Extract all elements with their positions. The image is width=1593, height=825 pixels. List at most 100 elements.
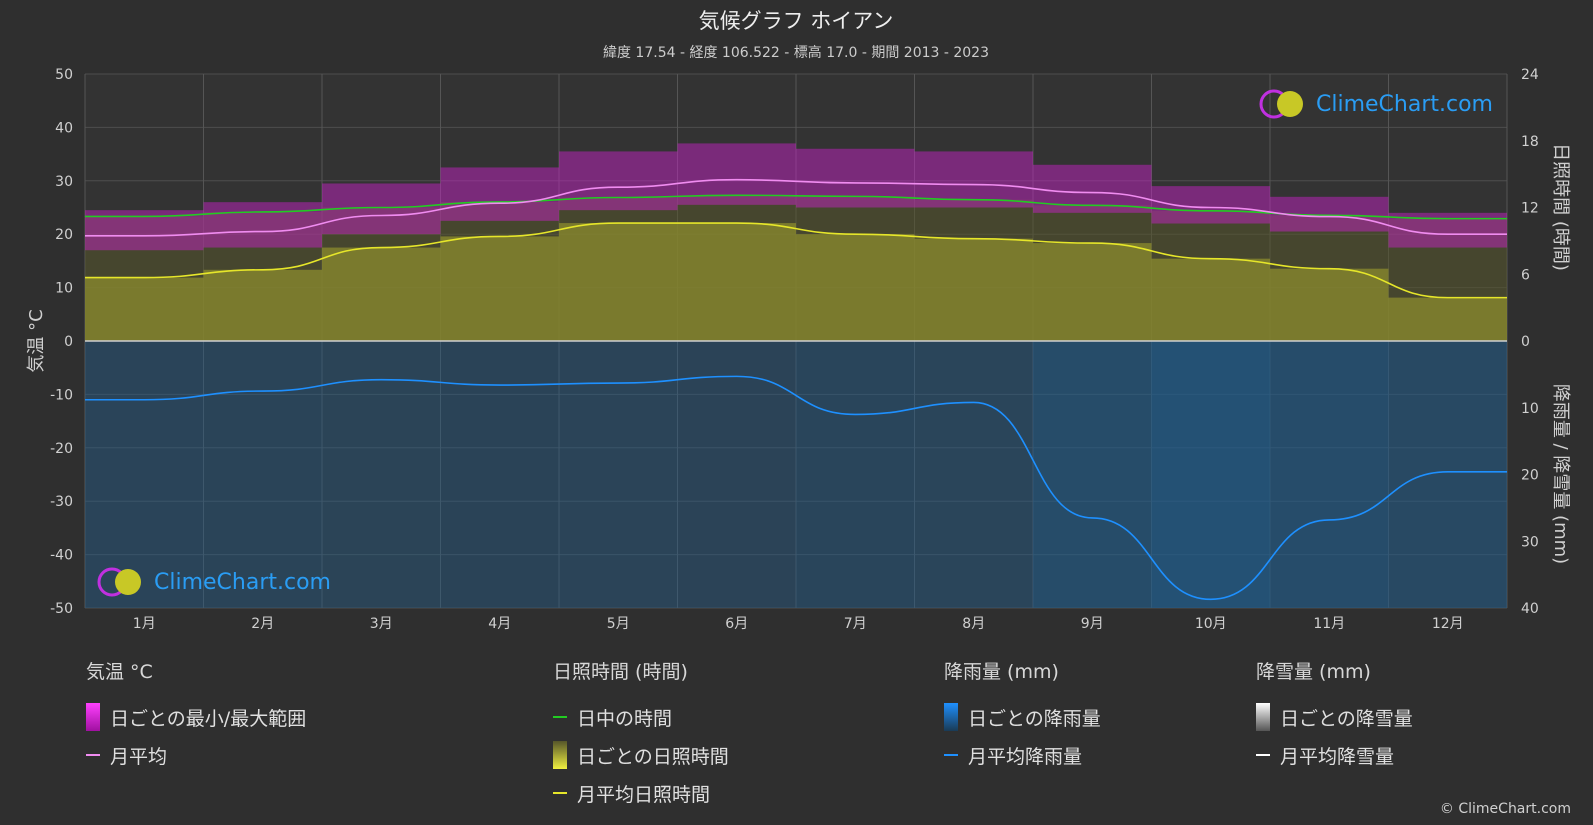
daylight-swatch [553, 716, 567, 718]
temp-tick-label: -50 [50, 601, 73, 617]
rain-bar [440, 341, 559, 608]
rain-bar [1388, 341, 1507, 608]
month-tick-label: 2月 [251, 616, 274, 632]
rain-bar [1151, 341, 1270, 608]
month-tick-label: 1月 [133, 616, 156, 632]
data-bands [85, 143, 1507, 608]
legend-item-temp-range: 日ごとの最小/最大範囲 [86, 698, 306, 736]
temp-tick-label: 20 [55, 227, 73, 243]
temp-tick-label: 10 [55, 281, 73, 297]
left-axis-title: 気温 °C [26, 309, 47, 372]
sunshine-bar [559, 223, 678, 341]
sunshine-bar [1388, 297, 1507, 341]
temp-range-bar [914, 151, 1033, 208]
legend-label: 日ごとの日照時間 [577, 745, 729, 768]
temp-tick-label: 0 [64, 334, 73, 350]
sunshine-bar [440, 236, 559, 341]
temp-mean-line [84, 178, 1507, 237]
sunshine-bar [914, 238, 1033, 341]
legend-label: 月平均降雨量 [968, 745, 1083, 768]
sunshine-tick-label: 12 [1521, 201, 1539, 217]
month-tick-label: 10月 [1195, 616, 1227, 632]
rain-bar [677, 341, 796, 608]
legend-label: 月平均日照時間 [577, 783, 711, 806]
rain-bar [796, 341, 915, 608]
temp-tick-label: -20 [50, 441, 73, 457]
rain-bar [203, 341, 322, 608]
rain-bar [914, 341, 1033, 608]
legend-item-daily-sunshine: 日ごとの日照時間 [553, 736, 729, 774]
sunshine-bar [1270, 268, 1389, 341]
rain-bar [559, 341, 678, 608]
logo-text: ClimeChart.com [154, 569, 331, 595]
chart-subtitle: 緯度 17.54 - 経度 106.522 - 標高 17.0 - 期間 201… [603, 44, 989, 61]
temp-range-bar [559, 151, 678, 211]
legend-item-daily-snow: 日ごとの降雪量 [1256, 698, 1413, 736]
rain-bar [1033, 341, 1152, 608]
temp-tick-label: -40 [50, 548, 73, 564]
snow-mean-swatch [1256, 754, 1270, 756]
legend-heading: 気温 °C [86, 661, 153, 683]
legend-item-daylight: 日中の時間 [553, 698, 729, 736]
chart-title: 気候グラフ ホイアン [699, 9, 894, 33]
legend-heading: 降雪量 (mm) [1256, 661, 1371, 683]
sunshine-bar [203, 269, 322, 341]
month-tick-label: 9月 [1081, 616, 1104, 632]
legend-label: 月平均降雪量 [1280, 745, 1395, 768]
legend-item-daily-rain: 日ごとの降雨量 [944, 698, 1101, 736]
month-tick-label: 4月 [488, 616, 511, 632]
month-tick-label: 6月 [725, 616, 748, 632]
legend-rain: 降雨量 (mm) 日ごとの降雨量 月平均降雨量 [944, 660, 1101, 774]
sunshine-bar [85, 277, 204, 341]
legend-label: 日ごとの最小/最大範囲 [110, 707, 307, 730]
right-bottom-axis-title: 降雨量 / 降雪量 (mm) [1550, 384, 1571, 564]
sunshine-tick-label: 6 [1521, 267, 1530, 283]
legend-label: 日ごとの降雨量 [968, 707, 1101, 730]
legend-temperature: 気温 °C 日ごとの最小/最大範囲 月平均 [86, 660, 306, 774]
legend-heading: 日照時間 (時間) [553, 661, 688, 683]
rain-bar [85, 341, 204, 608]
precip-tick-label: 30 [1521, 534, 1539, 550]
sunshine-mean-line [84, 222, 1507, 299]
month-tick-label: 11月 [1313, 616, 1345, 632]
logo-icon [97, 567, 141, 597]
legend-sunshine: 日照時間 (時間) 日中の時間 日ごとの日照時間 月平均日照時間 [553, 660, 729, 812]
rain-bar [322, 341, 441, 608]
legend-label: 日中の時間 [577, 707, 673, 730]
right-top-axis-title: 日照時間 (時間) [1550, 143, 1571, 271]
legend-label: 月平均 [110, 745, 168, 768]
sunshine-swatch [553, 741, 567, 769]
rain-bar [1270, 341, 1389, 608]
legend-heading: 降雨量 (mm) [944, 661, 1059, 683]
legend-snow: 降雪量 (mm) 日ごとの降雪量 月平均降雪量 [1256, 660, 1413, 774]
precip-tick-label: 40 [1521, 601, 1539, 617]
logo-icon [1259, 89, 1303, 119]
rain-swatch [944, 703, 958, 731]
legend-item-snow-mean: 月平均降雪量 [1256, 736, 1413, 774]
temp-range-bar [440, 167, 559, 221]
sunshine-bar [677, 223, 796, 341]
month-tick-label: 8月 [962, 616, 985, 632]
month-tick-label: 12月 [1432, 616, 1464, 632]
logo-top[interactable]: ClimeChart.com [1258, 88, 1493, 120]
sunshine-tick-label: 24 [1521, 67, 1539, 83]
logo-bottom[interactable]: ClimeChart.com [96, 566, 331, 598]
sunshine-bar [1033, 243, 1152, 341]
temp-mean-swatch [86, 754, 100, 756]
month-tick-label: 3月 [370, 616, 393, 632]
legend-item-sunshine-mean: 月平均日照時間 [553, 774, 729, 812]
precip-tick-label: 10 [1521, 401, 1539, 417]
sunshine-bar [322, 247, 441, 341]
rain-mean-line [85, 375, 1507, 601]
temp-tick-label: 30 [55, 174, 73, 190]
precip-tick-label: 20 [1521, 468, 1539, 484]
sunshine-bar [1151, 258, 1270, 341]
sunshine-tick-label: 0 [1521, 334, 1530, 350]
temp-range-bar [796, 148, 915, 208]
legend-label: 日ごとの降雪量 [1280, 707, 1413, 730]
temp-tick-label: -30 [50, 494, 73, 510]
logo-text: ClimeChart.com [1316, 91, 1493, 117]
copyright: © ClimeChart.com [1439, 801, 1571, 817]
month-tick-label: 5月 [607, 616, 630, 632]
temp-tick-label: 50 [55, 67, 73, 83]
